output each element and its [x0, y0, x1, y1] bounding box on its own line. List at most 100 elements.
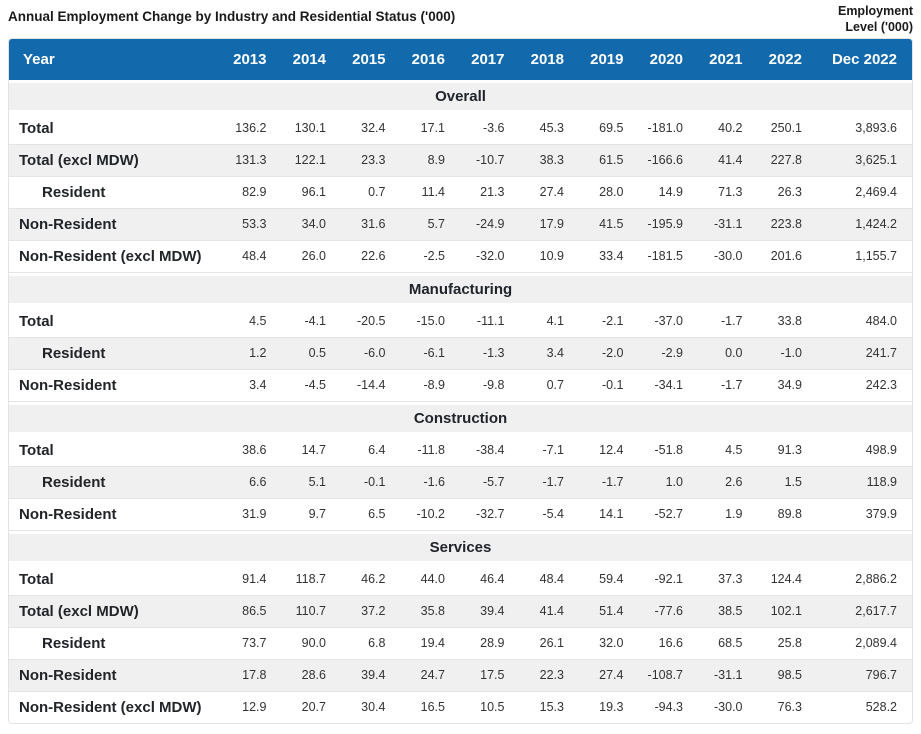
- value-cell: 3.4: [217, 370, 277, 402]
- column-header-2017: 2017: [455, 39, 515, 80]
- value-cell: 28.9: [455, 628, 515, 660]
- value-cell: -38.4: [455, 435, 515, 467]
- value-cell: 14.1: [574, 499, 634, 531]
- column-header-2021: 2021: [693, 39, 753, 80]
- value-cell: 19.3: [574, 692, 634, 723]
- section-row-construction: Construction: [9, 402, 912, 435]
- value-cell: 16.6: [633, 628, 693, 660]
- value-cell: -2.5: [395, 241, 455, 273]
- value-cell: 91.3: [752, 435, 812, 467]
- value-cell: -9.8: [455, 370, 515, 402]
- value-cell: -6.0: [336, 338, 396, 370]
- value-cell: -5.4: [514, 499, 574, 531]
- table-row: Total 91.4 118.7 46.2 44.0 46.4 48.4 59.4 -92.1 3…: [9, 564, 912, 596]
- section-title: Overall: [9, 80, 912, 113]
- value-cell: 110.7: [276, 596, 336, 628]
- value-cell: 124.4: [752, 564, 812, 596]
- value-cell: 1,155.7: [812, 241, 912, 273]
- value-cell: 0.0: [693, 338, 753, 370]
- value-cell: 71.3: [693, 177, 753, 209]
- table-header: Year 2013 2014 2015 2016 2017 2018 2019 2020 2021…: [9, 39, 912, 80]
- value-cell: -37.0: [633, 306, 693, 338]
- row-label: Non-Resident: [9, 499, 217, 531]
- value-cell: 1.2: [217, 338, 277, 370]
- table-row: Total (excl MDW) 86.5 110.7 37.2 35.8 39.4 41.…: [9, 596, 912, 628]
- value-cell: 102.1: [752, 596, 812, 628]
- row-label: Total: [9, 435, 217, 467]
- employment-change-table: Year 2013 2014 2015 2016 2017 2018 2019 2020 2021…: [9, 39, 912, 723]
- value-cell: 91.4: [217, 564, 277, 596]
- value-cell: -51.8: [633, 435, 693, 467]
- column-header-2020: 2020: [633, 39, 693, 80]
- value-cell: 136.2: [217, 113, 277, 145]
- value-cell: 6.5: [336, 499, 396, 531]
- value-cell: 1.9: [693, 499, 753, 531]
- employment-level-note-line1: Employment: [837, 4, 913, 18]
- table-row: Non-Resident 31.9 9.7 6.5 -10.2 -32.7 -5.4 14.1…: [9, 499, 912, 531]
- value-cell: 223.8: [752, 209, 812, 241]
- value-cell: 39.4: [455, 596, 515, 628]
- value-cell: -4.1: [276, 306, 336, 338]
- value-cell: -30.0: [693, 241, 753, 273]
- value-cell: 46.4: [455, 564, 515, 596]
- value-cell: 48.4: [514, 564, 574, 596]
- value-cell: -2.9: [633, 338, 693, 370]
- value-cell: 23.3: [336, 145, 396, 177]
- column-header-2018: 2018: [514, 39, 574, 80]
- column-header-2014: 2014: [276, 39, 336, 80]
- table-row: Non-Resident (excl MDW) 12.9 20.7 30.4 16.5 1…: [9, 692, 912, 723]
- value-cell: 44.0: [395, 564, 455, 596]
- value-cell: 17.5: [455, 660, 515, 692]
- column-header-2015: 2015: [336, 39, 396, 80]
- value-cell: 30.4: [336, 692, 396, 723]
- value-cell: 484.0: [812, 306, 912, 338]
- column-header-2022: 2022: [752, 39, 812, 80]
- table-row: Non-Resident (excl MDW) 48.4 26.0 22.6 -2.5-…: [9, 241, 912, 273]
- value-cell: 48.4: [217, 241, 277, 273]
- value-cell: -92.1: [633, 564, 693, 596]
- value-cell: -6.1: [395, 338, 455, 370]
- value-cell: 38.3: [514, 145, 574, 177]
- value-cell: 796.7: [812, 660, 912, 692]
- value-cell: -1.3: [455, 338, 515, 370]
- header-row: Year 2013 2014 2015 2016 2017 2018 2019 2020 2021…: [9, 39, 912, 80]
- value-cell: 22.3: [514, 660, 574, 692]
- value-cell: 25.8: [752, 628, 812, 660]
- value-cell: 3,893.6: [812, 113, 912, 145]
- value-cell: 34.0: [276, 209, 336, 241]
- value-cell: 15.3: [514, 692, 574, 723]
- value-cell: -11.8: [395, 435, 455, 467]
- value-cell: -15.0: [395, 306, 455, 338]
- value-cell: -1.7: [693, 370, 753, 402]
- value-cell: 0.7: [336, 177, 396, 209]
- employment-table-container: Year 2013 2014 2015 2016 2017 2018 2019 2020 2021…: [8, 38, 913, 724]
- value-cell: -4.5: [276, 370, 336, 402]
- value-cell: 17.9: [514, 209, 574, 241]
- value-cell: -5.7: [455, 467, 515, 499]
- value-cell: 118.7: [276, 564, 336, 596]
- value-cell: 26.0: [276, 241, 336, 273]
- table-row: Non-Resident 17.8 28.6 39.4 24.7 17.5 22.3 27.4…: [9, 660, 912, 692]
- value-cell: 12.9: [217, 692, 277, 723]
- value-cell: 51.4: [574, 596, 634, 628]
- row-label: Resident: [9, 338, 217, 370]
- column-header-2013: 2013: [217, 39, 277, 80]
- row-label: Total: [9, 306, 217, 338]
- value-cell: 242.3: [812, 370, 912, 402]
- value-cell: -14.4: [336, 370, 396, 402]
- value-cell: 27.4: [514, 177, 574, 209]
- value-cell: 33.4: [574, 241, 634, 273]
- value-cell: 59.4: [574, 564, 634, 596]
- value-cell: 40.2: [693, 113, 753, 145]
- value-cell: 26.1: [514, 628, 574, 660]
- row-label: Total (excl MDW): [9, 145, 217, 177]
- value-cell: 9.7: [276, 499, 336, 531]
- value-cell: 3,625.1: [812, 145, 912, 177]
- value-cell: 34.9: [752, 370, 812, 402]
- value-cell: 20.7: [276, 692, 336, 723]
- value-cell: 41.4: [693, 145, 753, 177]
- table-row: Non-Resident 3.4 -4.5 -14.4 -8.9 -9.8 0.7 -0.1-…: [9, 370, 912, 402]
- row-label: Resident: [9, 467, 217, 499]
- value-cell: 17.8: [217, 660, 277, 692]
- value-cell: 73.7: [217, 628, 277, 660]
